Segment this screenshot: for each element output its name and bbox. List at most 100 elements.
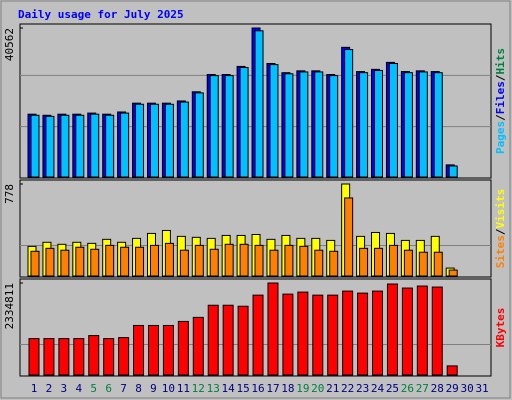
bar xyxy=(344,197,354,277)
x-tick-label: 15 xyxy=(236,382,249,395)
legend-separator: / xyxy=(494,114,507,121)
legend-entry: Visits xyxy=(494,189,507,229)
bar xyxy=(401,287,413,376)
legend-entry: Hits xyxy=(494,48,507,75)
bar xyxy=(239,243,249,277)
x-tick-label: 12 xyxy=(192,382,205,395)
x-tick-label: 5 xyxy=(90,382,97,395)
bar xyxy=(342,290,354,376)
bar xyxy=(149,244,159,277)
bar xyxy=(118,337,130,376)
bar xyxy=(237,305,249,376)
bar xyxy=(357,292,369,376)
x-tick-label: 22 xyxy=(341,382,354,395)
bar xyxy=(194,92,204,178)
bar xyxy=(88,335,100,376)
legend-separator: / xyxy=(494,228,507,235)
legend: Sites/Visits xyxy=(494,189,507,269)
bar xyxy=(28,338,40,376)
x-tick-label: 16 xyxy=(251,382,264,395)
bar xyxy=(194,244,204,277)
bar xyxy=(403,72,413,178)
x-tick-label: 7 xyxy=(120,382,127,395)
x-tick-label: 25 xyxy=(386,382,399,395)
y-tick-label: 40562 xyxy=(3,28,16,61)
bar xyxy=(120,112,130,178)
bar xyxy=(43,338,55,376)
bar xyxy=(90,248,100,277)
bar xyxy=(222,304,234,376)
bar xyxy=(374,247,384,277)
x-tick-label: 23 xyxy=(356,382,369,395)
bar xyxy=(372,290,384,376)
bar xyxy=(75,246,85,277)
x-tick-label: 3 xyxy=(61,382,68,395)
bar xyxy=(73,338,85,376)
x-tick-label: 9 xyxy=(150,382,157,395)
legend-entry: KBytes xyxy=(494,308,507,348)
bar xyxy=(416,285,428,376)
x-tick-label: 20 xyxy=(311,382,324,395)
y-tick-label: 778 xyxy=(3,184,16,204)
bar xyxy=(45,247,55,277)
y-tick-label: 2334811 xyxy=(3,283,16,329)
bar xyxy=(431,286,443,376)
bar xyxy=(359,247,369,277)
bar xyxy=(177,320,189,376)
x-tick-label: 13 xyxy=(207,382,220,395)
bar xyxy=(164,103,174,178)
bar xyxy=(192,316,204,376)
x-tick-label: 28 xyxy=(431,382,444,395)
bar xyxy=(254,30,264,178)
bar xyxy=(269,249,279,277)
bar xyxy=(388,62,398,178)
bar xyxy=(269,64,279,178)
bar xyxy=(147,324,159,376)
bar xyxy=(103,338,115,376)
bar xyxy=(135,103,145,178)
bar xyxy=(207,304,219,376)
bar xyxy=(105,244,115,277)
bar xyxy=(179,101,189,178)
bar xyxy=(267,282,279,376)
bar xyxy=(448,269,458,277)
bar xyxy=(60,249,70,277)
x-tick-label: 8 xyxy=(135,382,142,395)
bar xyxy=(209,75,219,178)
bar xyxy=(45,115,55,178)
bar xyxy=(162,324,174,376)
bar xyxy=(374,69,384,178)
bar xyxy=(284,73,294,178)
bar xyxy=(299,245,309,277)
bar xyxy=(433,251,443,277)
bar xyxy=(299,71,309,178)
bar xyxy=(327,294,339,376)
bar xyxy=(135,246,145,277)
bar xyxy=(418,71,428,178)
bar xyxy=(297,291,309,376)
bar xyxy=(252,294,264,376)
bar xyxy=(60,114,70,178)
x-tick-label: 1 xyxy=(31,382,38,395)
x-tick-label: 24 xyxy=(371,382,385,395)
bar xyxy=(446,365,458,376)
bar xyxy=(448,165,458,178)
legend-entry: Files xyxy=(494,81,507,114)
x-tick-label: 17 xyxy=(266,382,279,395)
bar xyxy=(133,324,145,376)
bar xyxy=(224,243,234,277)
bar xyxy=(312,294,324,376)
bar xyxy=(254,244,264,277)
bar xyxy=(388,244,398,277)
x-tick-label: 6 xyxy=(105,382,112,395)
bar xyxy=(282,293,294,376)
bar xyxy=(58,338,70,376)
bar xyxy=(209,248,219,277)
bar xyxy=(224,75,234,178)
bar xyxy=(30,114,40,178)
bar xyxy=(433,72,443,178)
bar xyxy=(30,250,40,277)
bar xyxy=(149,103,159,178)
bar xyxy=(403,249,413,277)
